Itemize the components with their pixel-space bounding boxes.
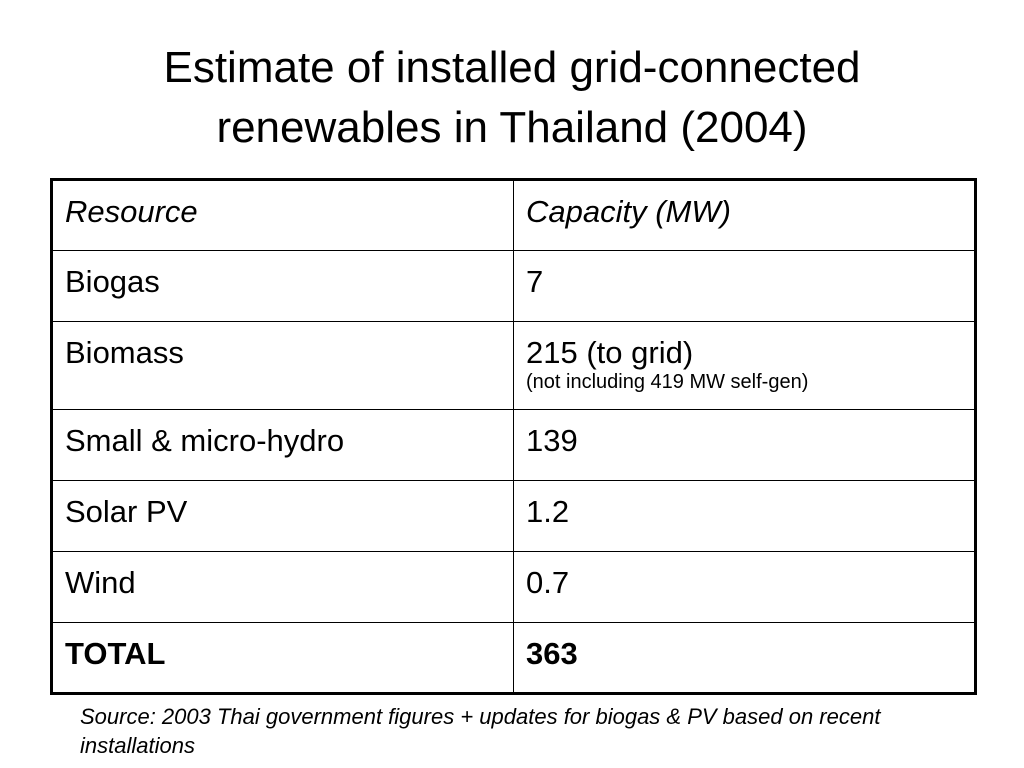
header-capacity: Capacity (MW): [513, 179, 976, 251]
capacity-value: 215 (to grid): [526, 335, 694, 370]
resource-cell: Small & micro-hydro: [51, 409, 514, 481]
capacity-cell: 215 (to grid) (not including 419 MW self…: [513, 321, 976, 410]
title-line-1: Estimate of installed grid-connected: [163, 43, 861, 92]
source-note: Source: 2003 Thai government figures + u…: [80, 704, 881, 758]
title-line-2: renewables in Thailand (2004): [216, 103, 808, 152]
capacity-note: (not including 419 MW self-gen): [526, 371, 809, 393]
table-row: Small & micro-hydro 139: [51, 409, 976, 481]
resource-cell: Biogas: [51, 250, 514, 322]
table-row: Biogas 7: [51, 250, 976, 322]
capacity-cell: 7: [513, 250, 976, 322]
table-total-row: TOTAL 363: [51, 622, 976, 694]
capacity-cell: 0.7: [513, 551, 976, 623]
table-header-row: Resource Capacity (MW): [51, 179, 976, 251]
table-row: Solar PV 1.2: [51, 480, 976, 552]
renewables-table: Resource Capacity (MW) Biogas 7 Biomass …: [50, 178, 977, 695]
table-row: Biomass 215 (to grid) (not including 419…: [51, 321, 976, 410]
capacity-cell: 1.2: [513, 480, 976, 552]
resource-cell: Solar PV: [51, 480, 514, 552]
resource-cell: Wind: [51, 551, 514, 623]
total-value-cell: 363: [513, 622, 976, 694]
table-row: Wind 0.7: [51, 551, 976, 623]
resource-cell: Biomass: [51, 321, 514, 410]
slide-title: Estimate of installed grid-connected ren…: [0, 38, 1024, 158]
total-label-cell: TOTAL: [51, 622, 514, 694]
capacity-cell: 139: [513, 409, 976, 481]
header-resource: Resource: [51, 179, 514, 251]
